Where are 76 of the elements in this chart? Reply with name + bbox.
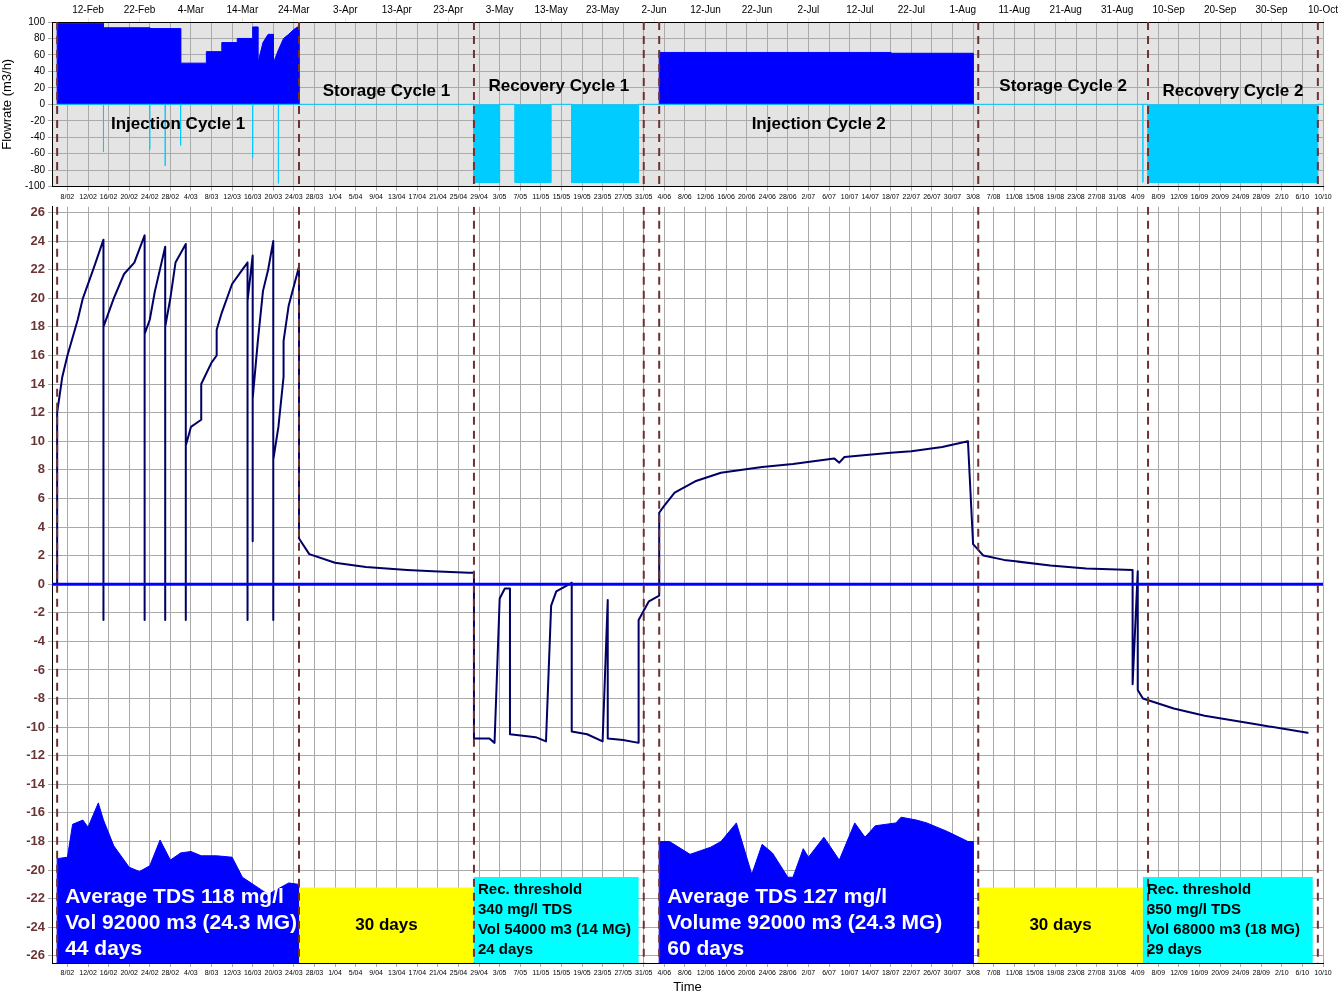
y-tick-label: 22 — [30, 261, 45, 277]
y-tick-label: 20 — [33, 81, 46, 93]
annotation: Recovery Cycle 1 — [488, 75, 630, 95]
annotation: Storage Cycle 1 — [322, 80, 451, 100]
annotation: Average TDS 118 mg/l Vol 92000 m3 (24.3 MG) 44 days — [65, 883, 298, 959]
y-tick-label: -12 — [26, 747, 45, 763]
y-tick-label: -26 — [26, 947, 45, 963]
y-tick-label: 18 — [30, 318, 45, 334]
x2-tick-label: 12-Jun — [690, 3, 721, 15]
y-tick-label: 4 — [37, 518, 46, 534]
annotation: Storage Cycle 2 — [999, 75, 1127, 95]
x2-tick-label: 10-Sep — [1152, 3, 1186, 15]
y-tick-label: 0 — [37, 575, 45, 591]
y-tick-label: -16 — [26, 804, 45, 820]
x2-tick-label: 22-Jul — [897, 3, 925, 15]
y-tick-label: -20 — [26, 861, 45, 877]
y-axis-title: Flowrate (m3/h) — [0, 58, 15, 150]
y-tick-label: -24 — [26, 918, 46, 934]
y-tick-label: 14 — [30, 375, 46, 391]
y-tick-label: 12 — [30, 404, 45, 420]
y-tick-label: 6 — [37, 489, 45, 505]
y-tick-label: 40 — [33, 65, 46, 77]
y-tick-label: -14 — [26, 775, 46, 791]
y-tick-label: 16 — [30, 347, 45, 363]
band-label: 30 days — [1029, 914, 1092, 934]
x2-tick-label: 13-May — [534, 3, 568, 15]
x2-tick-label: 2-Jul — [797, 3, 820, 15]
y-tick-label: -60 — [30, 147, 46, 159]
x-axis-title: Time — [673, 978, 702, 994]
annotation: Recovery Cycle 2 — [1162, 80, 1304, 100]
y-tick-label: 26 — [30, 204, 45, 220]
x2-tick-label: 22-Jun — [741, 3, 773, 15]
band-label: 30 days — [355, 914, 418, 934]
y-tick-label: 20 — [30, 289, 45, 305]
y-tick-label: 24 — [30, 232, 46, 248]
y-tick-label: -8 — [33, 690, 45, 706]
x2-tick-label: 3-Apr — [333, 3, 359, 15]
x2-tick-label: 12-Jul — [846, 3, 874, 15]
y-tick-label: -100 — [24, 180, 46, 192]
y-tick-label: -80 — [30, 163, 46, 175]
y-tick-label: -4 — [33, 632, 46, 648]
y-tick-label: -6 — [33, 661, 45, 677]
band-label: Rec. threshold 350 mg/l TDS Vol 68000 m3 (18 MG) 29 days — [1146, 880, 1301, 958]
x2-tick-label: 24-Mar — [278, 3, 311, 15]
x2-tick-label: 13-Apr — [381, 3, 413, 15]
y-tick-label: -10 — [26, 718, 45, 734]
x2-tick-label: 20-Sep — [1203, 3, 1237, 15]
x2-tick-label: 23-Apr — [433, 3, 464, 15]
x2-tick-label: 2-Jun — [641, 3, 667, 15]
y-tick-label: 0 — [39, 98, 46, 110]
x2-tick-label: 23-May — [585, 3, 620, 15]
annotation: Injection Cycle 2 — [751, 113, 886, 133]
x2-tick-label: 30-Sep — [1255, 3, 1289, 15]
x2-tick-label: 11-Aug — [998, 3, 1031, 15]
x2-tick-label: 31-Aug — [1101, 3, 1134, 15]
y-tick-label: 60 — [33, 48, 46, 60]
y-tick-label: -40 — [30, 130, 46, 142]
y-tick-label: -18 — [26, 833, 45, 849]
x2-tick-label: 10-Oct — [1307, 3, 1339, 15]
x2-tick-label: 3-May — [485, 3, 514, 15]
x2-tick-label: 22-Feb — [123, 3, 156, 15]
y-tick-label: -2 — [33, 604, 45, 620]
y-tick-label: 100 — [28, 15, 46, 27]
x2-tick-label: 1-Aug — [949, 3, 977, 15]
y-tick-label: 80 — [33, 32, 46, 44]
x2-tick-label: 21-Aug — [1049, 3, 1082, 15]
annotation: Average TDS 127 mg/l Volume 92000 m3 (24.3 MG) 60 days — [667, 883, 943, 959]
y-tick-label: 2 — [37, 547, 45, 563]
x2-tick-label: 4-Mar — [177, 3, 205, 15]
y-tick-label: -20 — [30, 114, 46, 126]
y-tick-label: 10 — [30, 432, 45, 448]
y-tick-label: -22 — [26, 890, 45, 906]
y-tick-label: 8 — [37, 461, 45, 477]
x2-tick-label: 14-Mar — [226, 3, 259, 15]
x2-tick-label: 12-Feb — [72, 3, 105, 15]
band-label: Rec. threshold 340 mg/l TDS Vol 54000 m3 (14 MG) 24 days — [477, 880, 632, 958]
